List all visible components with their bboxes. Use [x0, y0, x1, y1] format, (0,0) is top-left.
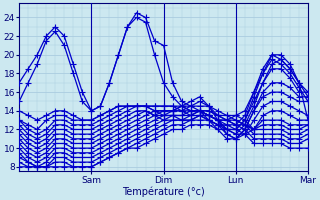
X-axis label: Température (°c): Température (°c): [122, 186, 205, 197]
